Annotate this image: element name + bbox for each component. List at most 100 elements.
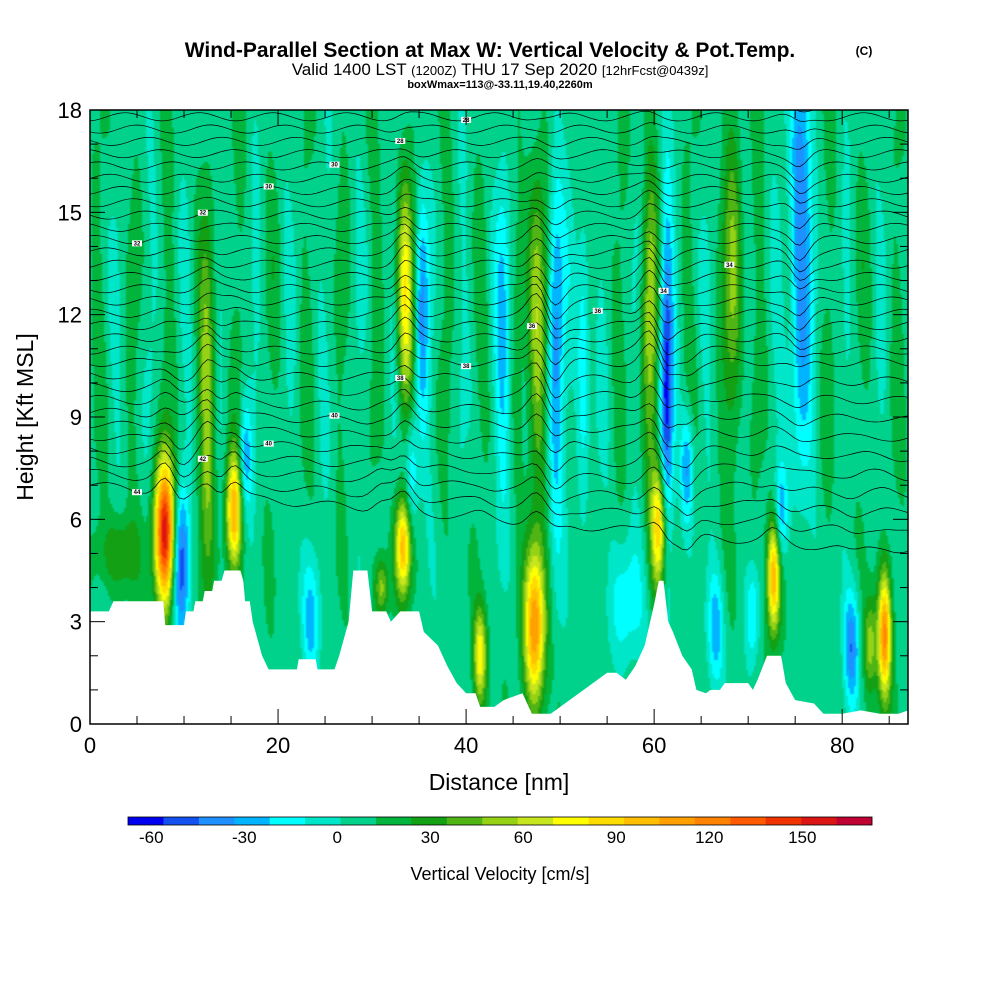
colorbar-swatch — [517, 817, 554, 825]
colorbar-swatch — [411, 817, 448, 825]
y-axis: 0 36 9 12 15 18 — [58, 98, 908, 737]
theta-contour-label: 38 — [397, 376, 404, 382]
colorbar-swatch — [305, 817, 341, 825]
theta-contour-label: 32 — [134, 241, 141, 247]
theta-contour-line — [90, 146, 908, 167]
colorbar-tick-label: -60 — [139, 828, 164, 847]
theta-contour-line — [90, 388, 908, 429]
theta-contour-line — [90, 269, 908, 306]
theta-contour-label: 34 — [726, 263, 733, 269]
theta-contour-line — [90, 477, 908, 554]
theta-contour-label: 32 — [199, 211, 206, 217]
theta-contour-label-bg — [395, 374, 406, 381]
theta-contour-line — [90, 292, 908, 331]
y-tick-label: 12 — [58, 303, 82, 328]
theta-contour-label: 40 — [331, 414, 338, 420]
colorbar-swatch — [588, 817, 625, 825]
colorbar-swatch — [340, 817, 377, 825]
theta-contour-line — [90, 375, 908, 412]
theta-contour-line — [90, 450, 908, 518]
colorbar-swatch — [198, 817, 235, 825]
theta-contour-line — [90, 165, 908, 195]
theta-contour-label-bg — [526, 323, 537, 330]
colorbar-tick-label: 120 — [695, 828, 723, 847]
colorbar: -60 -30 0 30 60 90 120 150 — [127, 816, 873, 847]
theta-contour-line — [90, 110, 908, 122]
theta-contour-line — [90, 316, 908, 356]
y-tick-label: 0 — [70, 712, 82, 737]
theta-contour-line — [90, 122, 908, 134]
x-tick-label: 60 — [642, 733, 666, 758]
theta-contour-line — [90, 399, 908, 448]
subtitle-date: THU 17 Sep 2020 — [461, 60, 597, 79]
x-tick-label: 0 — [84, 733, 96, 758]
colorbar-swatch — [765, 817, 802, 825]
theta-contour-line — [90, 359, 908, 399]
theta-contour-label: 30 — [265, 184, 272, 190]
colorbar-swatch — [482, 817, 519, 825]
colorbar-tick-label: -30 — [232, 828, 257, 847]
colorbar-swatch — [128, 817, 164, 825]
subtitle-utc: (1200Z) — [411, 63, 457, 78]
theta-contour-label-bg — [329, 161, 340, 168]
theta-contours: 44424040383836363434323230302828 — [90, 110, 908, 554]
theta-contour-label-bg — [724, 261, 735, 268]
theta-contour-line — [90, 136, 908, 150]
y-tick-label: 9 — [70, 405, 82, 430]
colorbar-tick-label: 30 — [421, 828, 440, 847]
y-tick-label: 15 — [58, 200, 82, 225]
subtitle-valid: Valid 1400 LST — [292, 60, 407, 79]
y-tick-label: 18 — [58, 98, 82, 123]
colorbar-swatch — [836, 817, 873, 825]
theta-contour-label: 42 — [199, 457, 206, 463]
terrain-mask — [90, 570, 908, 724]
colorbar-tick-label: 60 — [514, 828, 533, 847]
theta-contour-label: 38 — [463, 364, 470, 370]
theta-contour-label: 30 — [331, 163, 338, 169]
theta-contour-label-bg — [395, 137, 406, 144]
colorbar-tick-label: 90 — [607, 828, 626, 847]
theta-contour-label-bg — [592, 307, 603, 314]
theta-contour-line — [90, 189, 908, 215]
theta-contour-label-bg — [263, 440, 274, 447]
theta-contour-label-bg — [197, 455, 208, 462]
theta-contour-label: 44 — [134, 490, 141, 496]
colorbar-swatch — [694, 817, 731, 825]
colorbar-swatch — [446, 817, 483, 825]
chart-title-units: (C) — [856, 44, 873, 58]
theta-contour-label-bg — [263, 183, 274, 190]
x-axis-label: Distance [nm] — [429, 769, 570, 795]
x-tick-label: 80 — [830, 733, 854, 758]
theta-contour-label-bg — [329, 412, 340, 419]
theta-contour-label: 28 — [397, 139, 404, 145]
colorbar-swatch — [730, 817, 767, 825]
x-tick-label: 20 — [266, 733, 290, 758]
subtitle-fcst: [12hrFcst@0439z] — [602, 63, 708, 78]
theta-contour-line — [90, 203, 908, 229]
chart-title: Wind-Parallel Section at Max W: Vertical… — [185, 39, 796, 62]
theta-contour-line — [90, 223, 908, 262]
theta-contour-label-bg — [461, 363, 472, 370]
y-tick-label: 3 — [70, 610, 82, 635]
colorbar-frame — [127, 816, 873, 826]
theta-contour-line — [90, 232, 908, 273]
theta-contour-line — [90, 462, 908, 534]
y-axis-label: Height [Kft MSL] — [12, 333, 38, 500]
theta-contour-label: 36 — [529, 324, 536, 330]
plot-area: 44424040383836363434323230302828 0369121… — [58, 98, 909, 758]
chart-subsubtitle: boxWmax=113@-33.11,19.40,2260m — [407, 79, 593, 91]
theta-contour-line — [90, 304, 908, 342]
theta-contour-label: 40 — [265, 442, 272, 448]
theta-contour-line — [90, 343, 908, 382]
theta-contour-line — [90, 408, 908, 468]
x-tick-label: 40 — [454, 733, 478, 758]
theta-contour-line — [90, 436, 908, 503]
theta-contour-line — [90, 420, 908, 487]
colorbar-swatch — [234, 817, 271, 825]
theta-contour-line — [90, 215, 908, 246]
theta-contour-label-bg — [658, 287, 669, 294]
colorbar-swatch — [163, 817, 200, 825]
chart-subtitle: Valid 1400 LST (1200Z) THU 17 Sep 2020 [… — [292, 60, 709, 79]
colorbar-label: Vertical Velocity [cm/s] — [410, 864, 589, 884]
colorbar-tick-label: 0 — [333, 828, 342, 847]
